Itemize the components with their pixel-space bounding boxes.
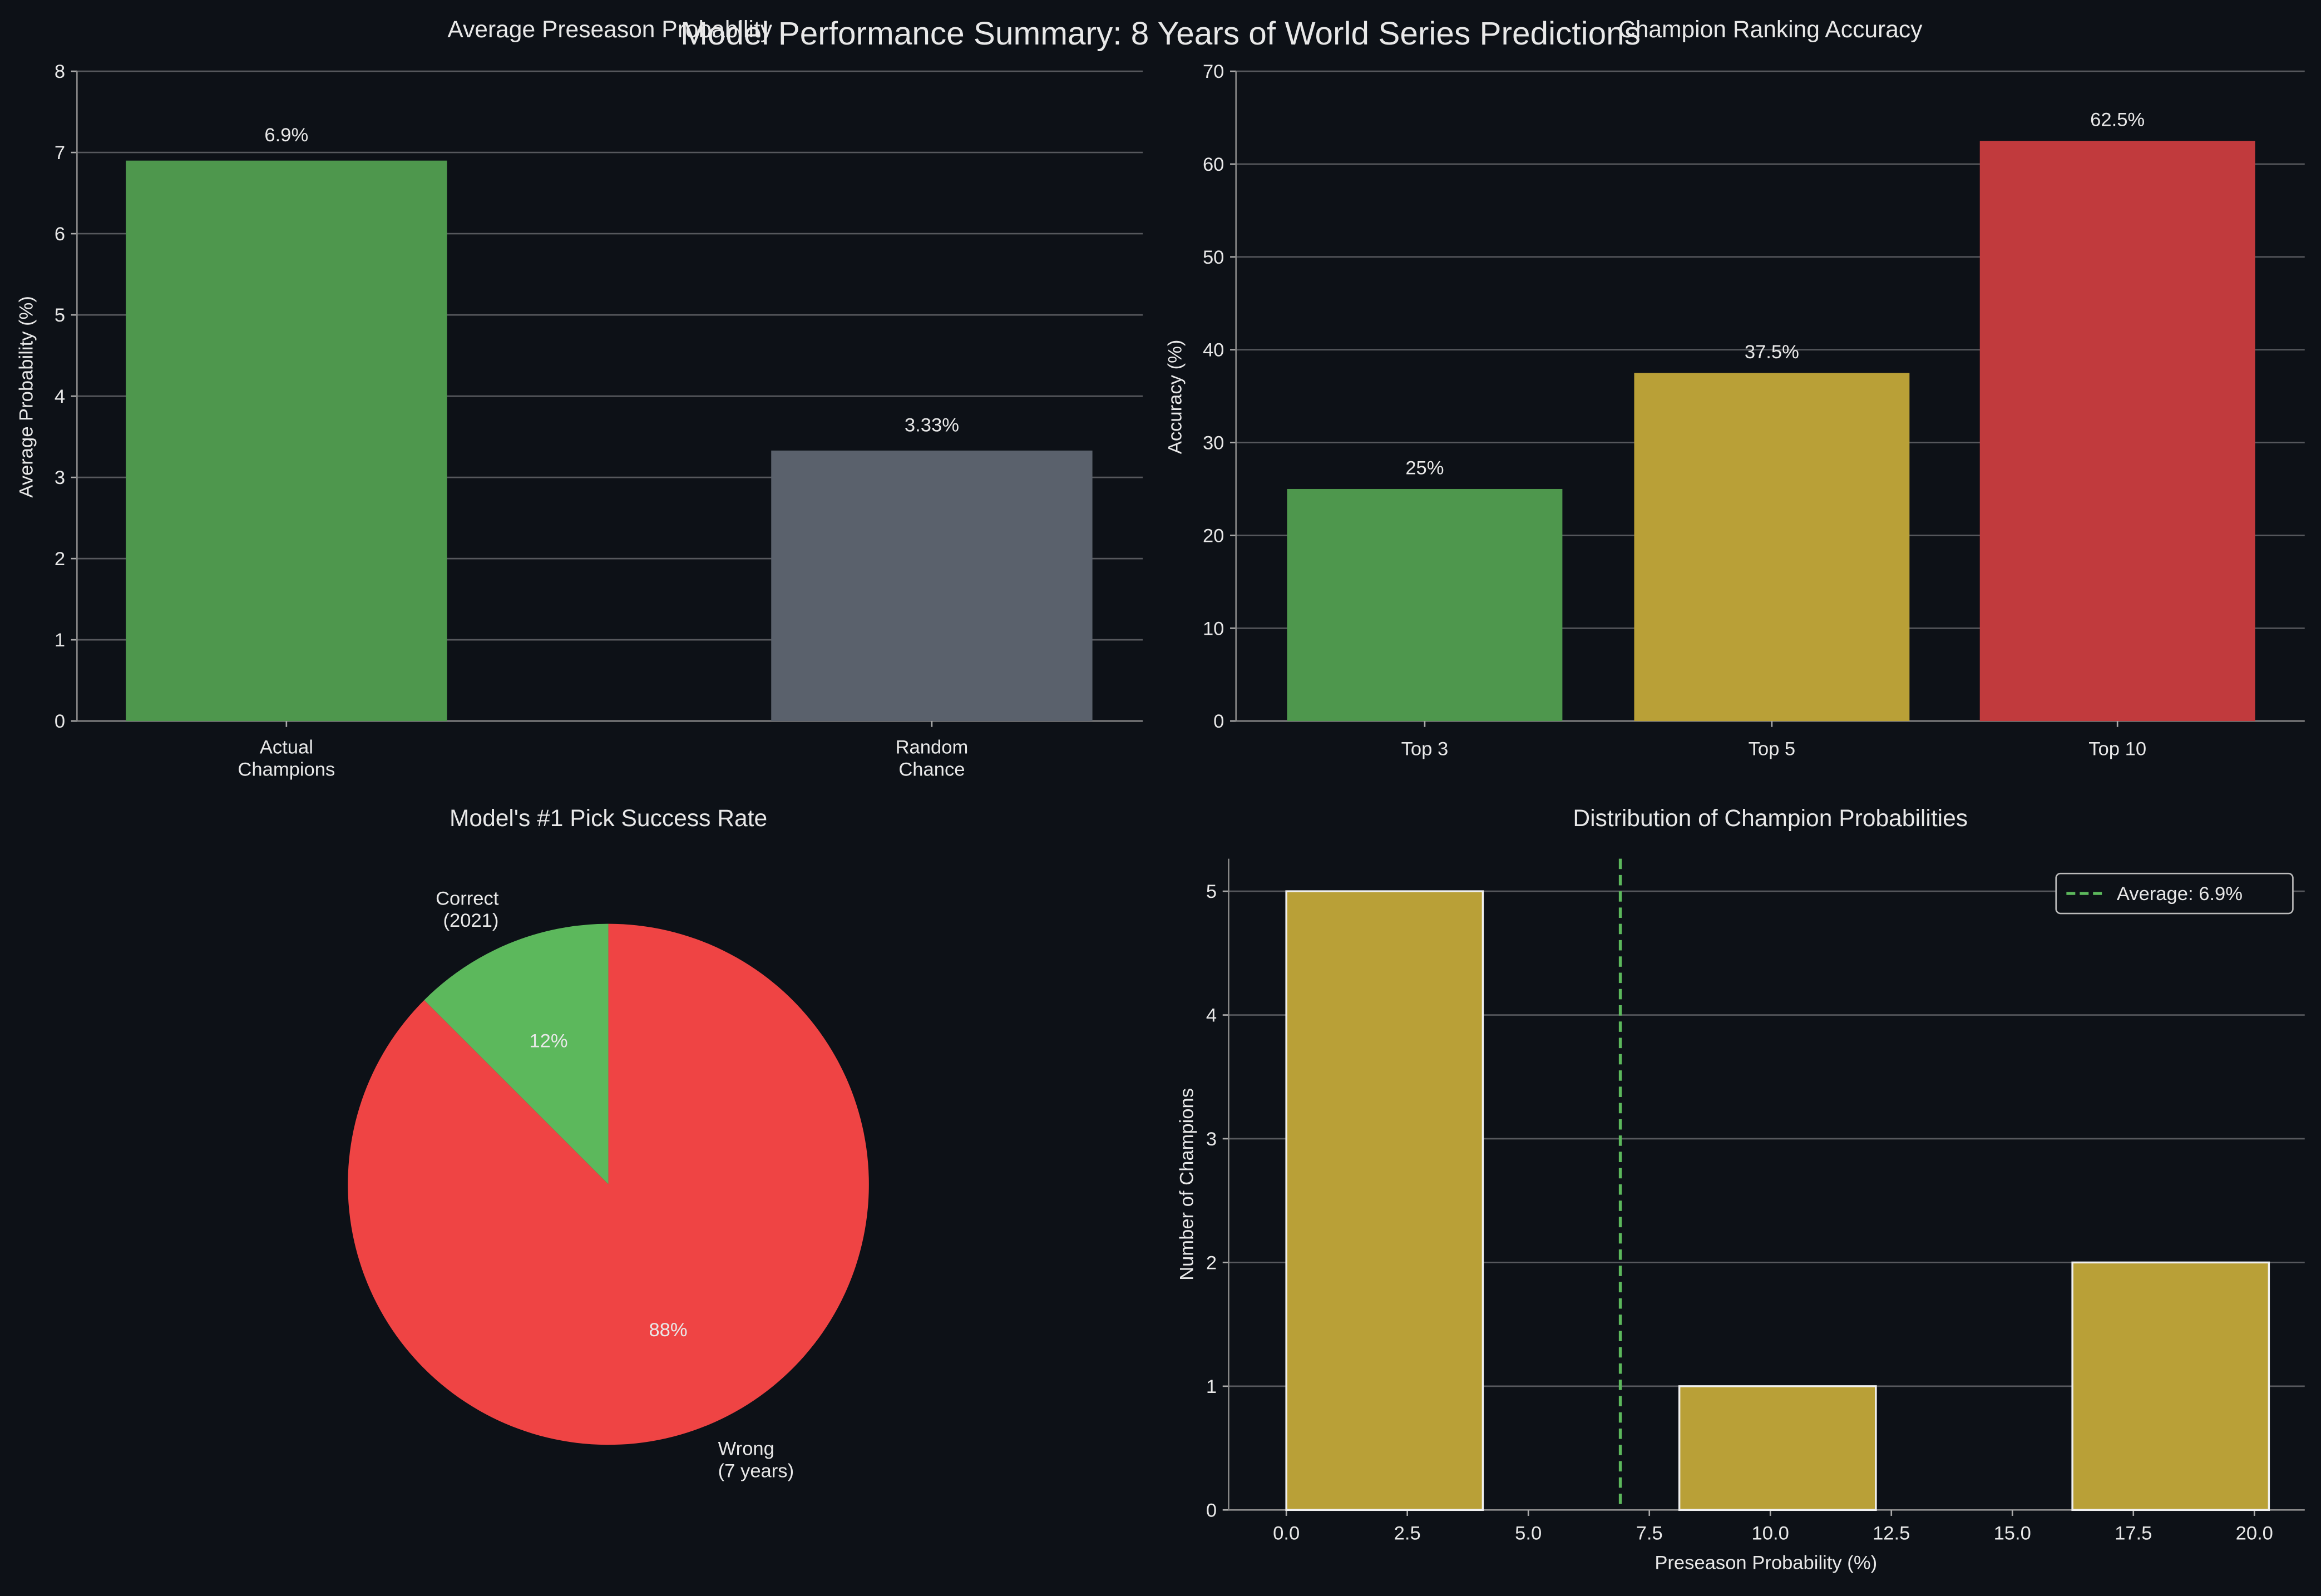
chart-title: Model's #1 Pick Success Rate: [450, 805, 767, 832]
y-tick-label: 3: [1206, 1129, 1217, 1150]
y-tick-label: 5: [55, 305, 65, 326]
y-tick-label: 5: [1206, 881, 1217, 902]
x-tick-label: 10.0: [1752, 1523, 1789, 1544]
bar: [1287, 488, 1563, 722]
x-tick-label: 12.5: [1873, 1523, 1910, 1544]
x-tick-label: 15.0: [1994, 1523, 2031, 1544]
pick-success-pie: 12% Correct (2021) 88% Wrong (7 years) Model's…: [348, 805, 869, 1481]
x-tick-label: Top 10: [2088, 738, 2146, 759]
y-tick-label: 0: [1213, 711, 1224, 732]
data-label: 62.5%: [2090, 110, 2145, 131]
pct-label: 88%: [649, 1320, 687, 1341]
y-axis-label: Number of Champions: [1177, 1088, 1198, 1281]
y-tick-label: 1: [1206, 1376, 1217, 1397]
y-axis-label: Average Probability (%): [16, 296, 37, 498]
x-tick-label: 7.5: [1636, 1523, 1663, 1544]
y-tick-label: 0: [1206, 1500, 1217, 1521]
x-tick-label: Random Chance: [896, 737, 969, 780]
legend-box: [2055, 872, 2294, 915]
bar: [1634, 373, 1910, 722]
y-tick-label: 40: [1203, 340, 1224, 361]
y-tick-label: 2: [1206, 1252, 1217, 1273]
avg-probability-chart: 0 1 2 3 4 5 6 7 8 6.9% Actual Champions 3.33% Random C…: [16, 16, 1143, 780]
legend-label: Average: 6.9%: [2117, 883, 2243, 905]
x-tick-label: 0.0: [1273, 1523, 1300, 1544]
y-tick-label: 2: [55, 549, 65, 570]
y-tick-label: 60: [1203, 154, 1224, 175]
histogram-bar: [1678, 1385, 1877, 1511]
x-tick-label: 2.5: [1394, 1523, 1421, 1544]
chart-title: Average Preseason Probability: [447, 16, 772, 43]
probability-histogram: 0 1 2 3 4 5 0.0 2.5 5.0 7.5 10.0 12.5 15.0 17.5 20.0 Av…: [1177, 805, 2305, 1574]
histogram-bar: [2071, 1261, 2270, 1511]
y-tick-label: 30: [1203, 433, 1224, 454]
y-tick-label: 50: [1203, 247, 1224, 268]
y-axis-label: Accuracy (%): [1164, 340, 1186, 454]
data-label: 6.9%: [264, 125, 308, 146]
data-label: 37.5%: [1745, 342, 1799, 363]
y-tick-label: 4: [55, 386, 65, 407]
pct-label: 12%: [529, 1031, 567, 1052]
x-tick-label: 17.5: [2115, 1523, 2152, 1544]
bar: [771, 450, 1093, 722]
y-tick-label: 7: [55, 142, 65, 164]
x-tick-label: 5.0: [1515, 1523, 1542, 1544]
y-tick-label: 70: [1203, 61, 1224, 82]
chart-title: Champion Ranking Accuracy: [1618, 16, 1923, 43]
y-tick-label: 8: [55, 61, 65, 82]
y-tick-label: 3: [55, 467, 65, 488]
x-axis-label: Preseason Probability (%): [1655, 1553, 1877, 1574]
x-tick-label: Top 5: [1749, 738, 1796, 759]
y-tick-label: 4: [1206, 1005, 1217, 1026]
bar: [1979, 141, 2255, 722]
y-tick-label: 1: [55, 630, 65, 651]
x-tick-label: Top 3: [1401, 738, 1449, 759]
data-label: 25%: [1405, 457, 1444, 478]
x-tick-label: Actual Champions: [238, 737, 335, 780]
y-tick-label: 6: [55, 224, 65, 245]
y-tick-label: 0: [55, 711, 65, 732]
histogram-bar: [1285, 890, 1484, 1511]
ranking-accuracy-chart: 0 10 20 30 40 50 60 70 25% Top 3 37.5% Top 5 62.5% To…: [1164, 16, 2305, 759]
bar: [126, 160, 447, 722]
data-label: 3.33%: [905, 414, 959, 436]
pie-slice: [348, 923, 869, 1445]
slice-label: Correct (2021): [436, 888, 499, 931]
y-tick-label: 20: [1203, 525, 1224, 546]
pie-slice: [424, 923, 609, 1184]
chart-title: Distribution of Champion Probabilities: [1573, 805, 1968, 832]
x-tick-label: 20.0: [2236, 1523, 2273, 1544]
slice-label: Wrong (7 years): [718, 1438, 794, 1481]
y-tick-label: 10: [1203, 618, 1224, 639]
suptitle: Model Performance Summary: 8 Years of Wo…: [680, 16, 1641, 52]
